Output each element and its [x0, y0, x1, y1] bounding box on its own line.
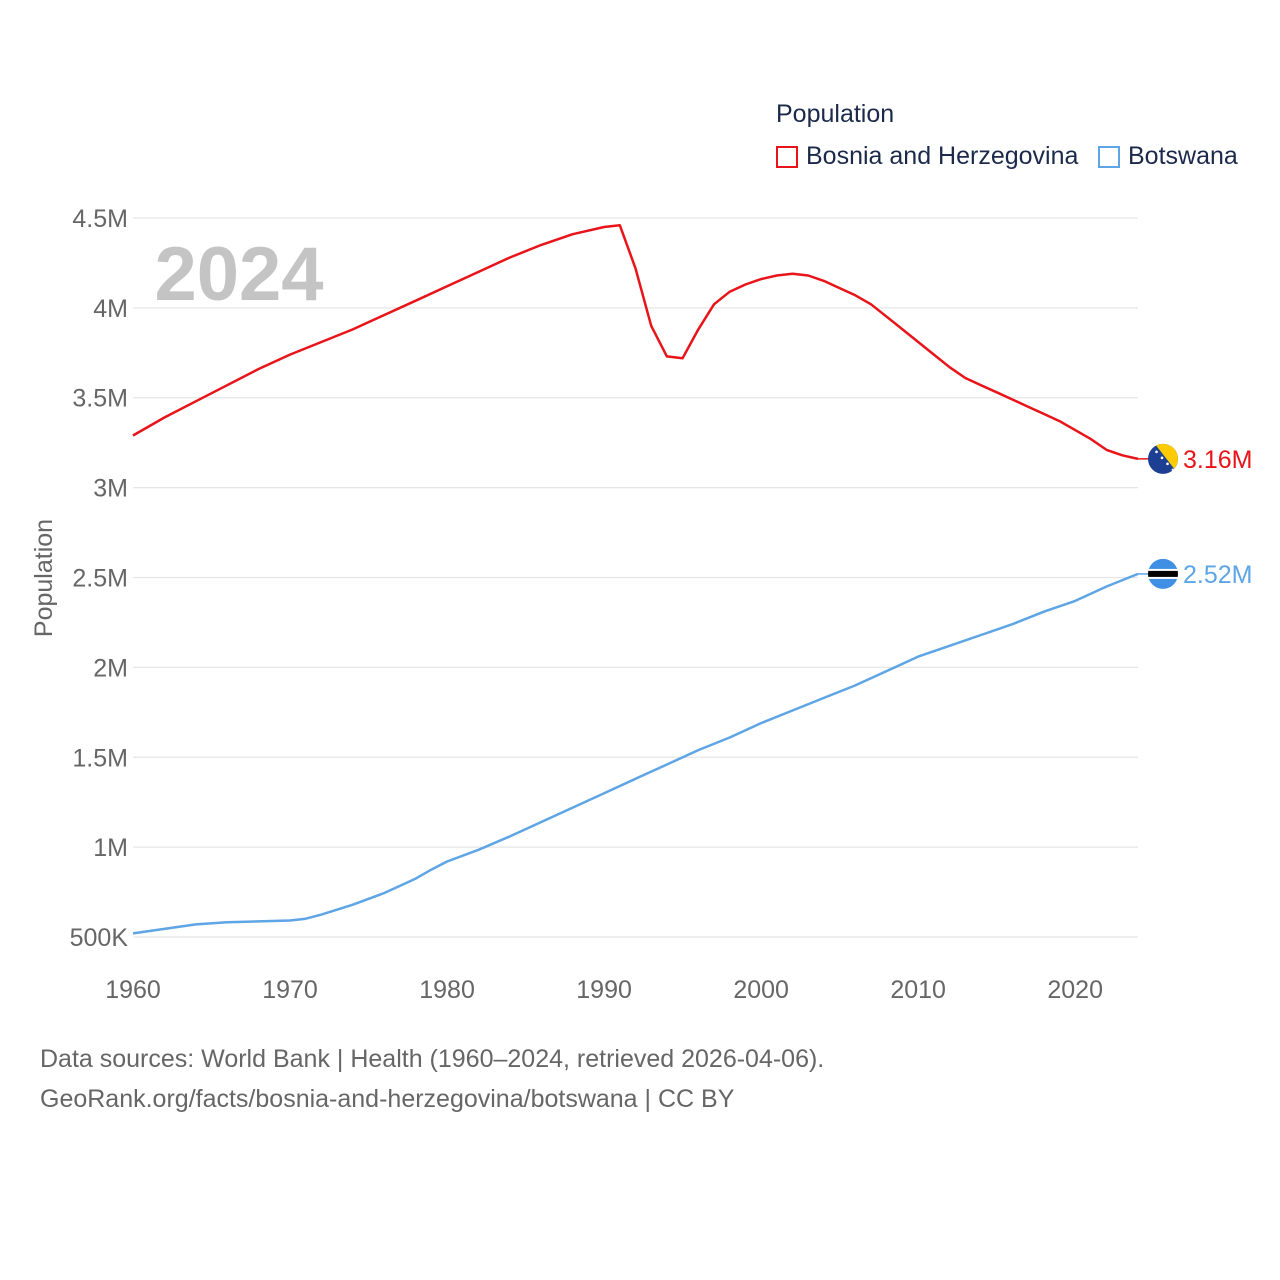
legend-label-botswana: Botswana	[1128, 142, 1238, 170]
legend-title: Population	[776, 100, 895, 128]
x-tick-label: 1990	[576, 976, 632, 1004]
series-line-bosnia	[132, 223, 1139, 461]
series-line-botswana	[132, 572, 1139, 935]
y-tick-label: 500K	[70, 924, 129, 952]
x-tick-label: 2000	[733, 976, 789, 1004]
y-tick-label: 2M	[93, 654, 128, 682]
botswana-flag-icon	[1148, 558, 1178, 589]
legend-item-bosnia[interactable]: Bosnia and Herzegovina	[776, 142, 1078, 171]
bosnia-flag-icon	[1148, 443, 1178, 474]
x-tick-label: 1970	[262, 976, 318, 1004]
source-line-2[interactable]: GeoRank.org/facts/bosnia-and-herzegovina…	[40, 1085, 735, 1113]
legend-label-bosnia: Bosnia and Herzegovina	[806, 142, 1079, 170]
y-tick-label: 4M	[93, 295, 128, 323]
x-tick-label: 1960	[105, 976, 161, 1004]
y-tick-label: 1M	[93, 834, 128, 862]
legend-swatch-bosnia	[776, 145, 798, 168]
series-end-markers: 3.16M 2.52M	[1138, 443, 1252, 589]
y-tick-label: 3M	[93, 475, 128, 503]
y-tick-label: 3.5M	[72, 385, 128, 413]
grid-lines	[133, 217, 1138, 938]
y-axis-label: Population	[30, 519, 58, 637]
year-watermark: 2024	[154, 232, 323, 317]
x-axis-ticks: 1960 1970 1980 1990 2000 2010 2020	[105, 976, 1103, 1004]
legend-swatch-botswana	[1098, 145, 1120, 168]
y-tick-label: 2.5M	[72, 565, 128, 593]
x-tick-label: 2020	[1047, 976, 1103, 1004]
y-axis-ticks: 500K 1M 1.5M 2M 2.5M 3M 3.5M 4M 4.5M	[70, 205, 129, 952]
series-lines	[132, 223, 1139, 935]
x-tick-label: 1980	[419, 976, 475, 1004]
x-tick-label: 2010	[890, 976, 946, 1004]
legend-item-botswana[interactable]: Botswana	[1098, 142, 1238, 171]
source-line-1: Data sources: World Bank | Health (1960–…	[40, 1045, 825, 1073]
y-tick-label: 4.5M	[72, 205, 128, 233]
end-value-label: 2.52M	[1183, 561, 1252, 589]
end-value-label: 3.16M	[1183, 446, 1252, 474]
y-tick-label: 1.5M	[72, 744, 128, 772]
